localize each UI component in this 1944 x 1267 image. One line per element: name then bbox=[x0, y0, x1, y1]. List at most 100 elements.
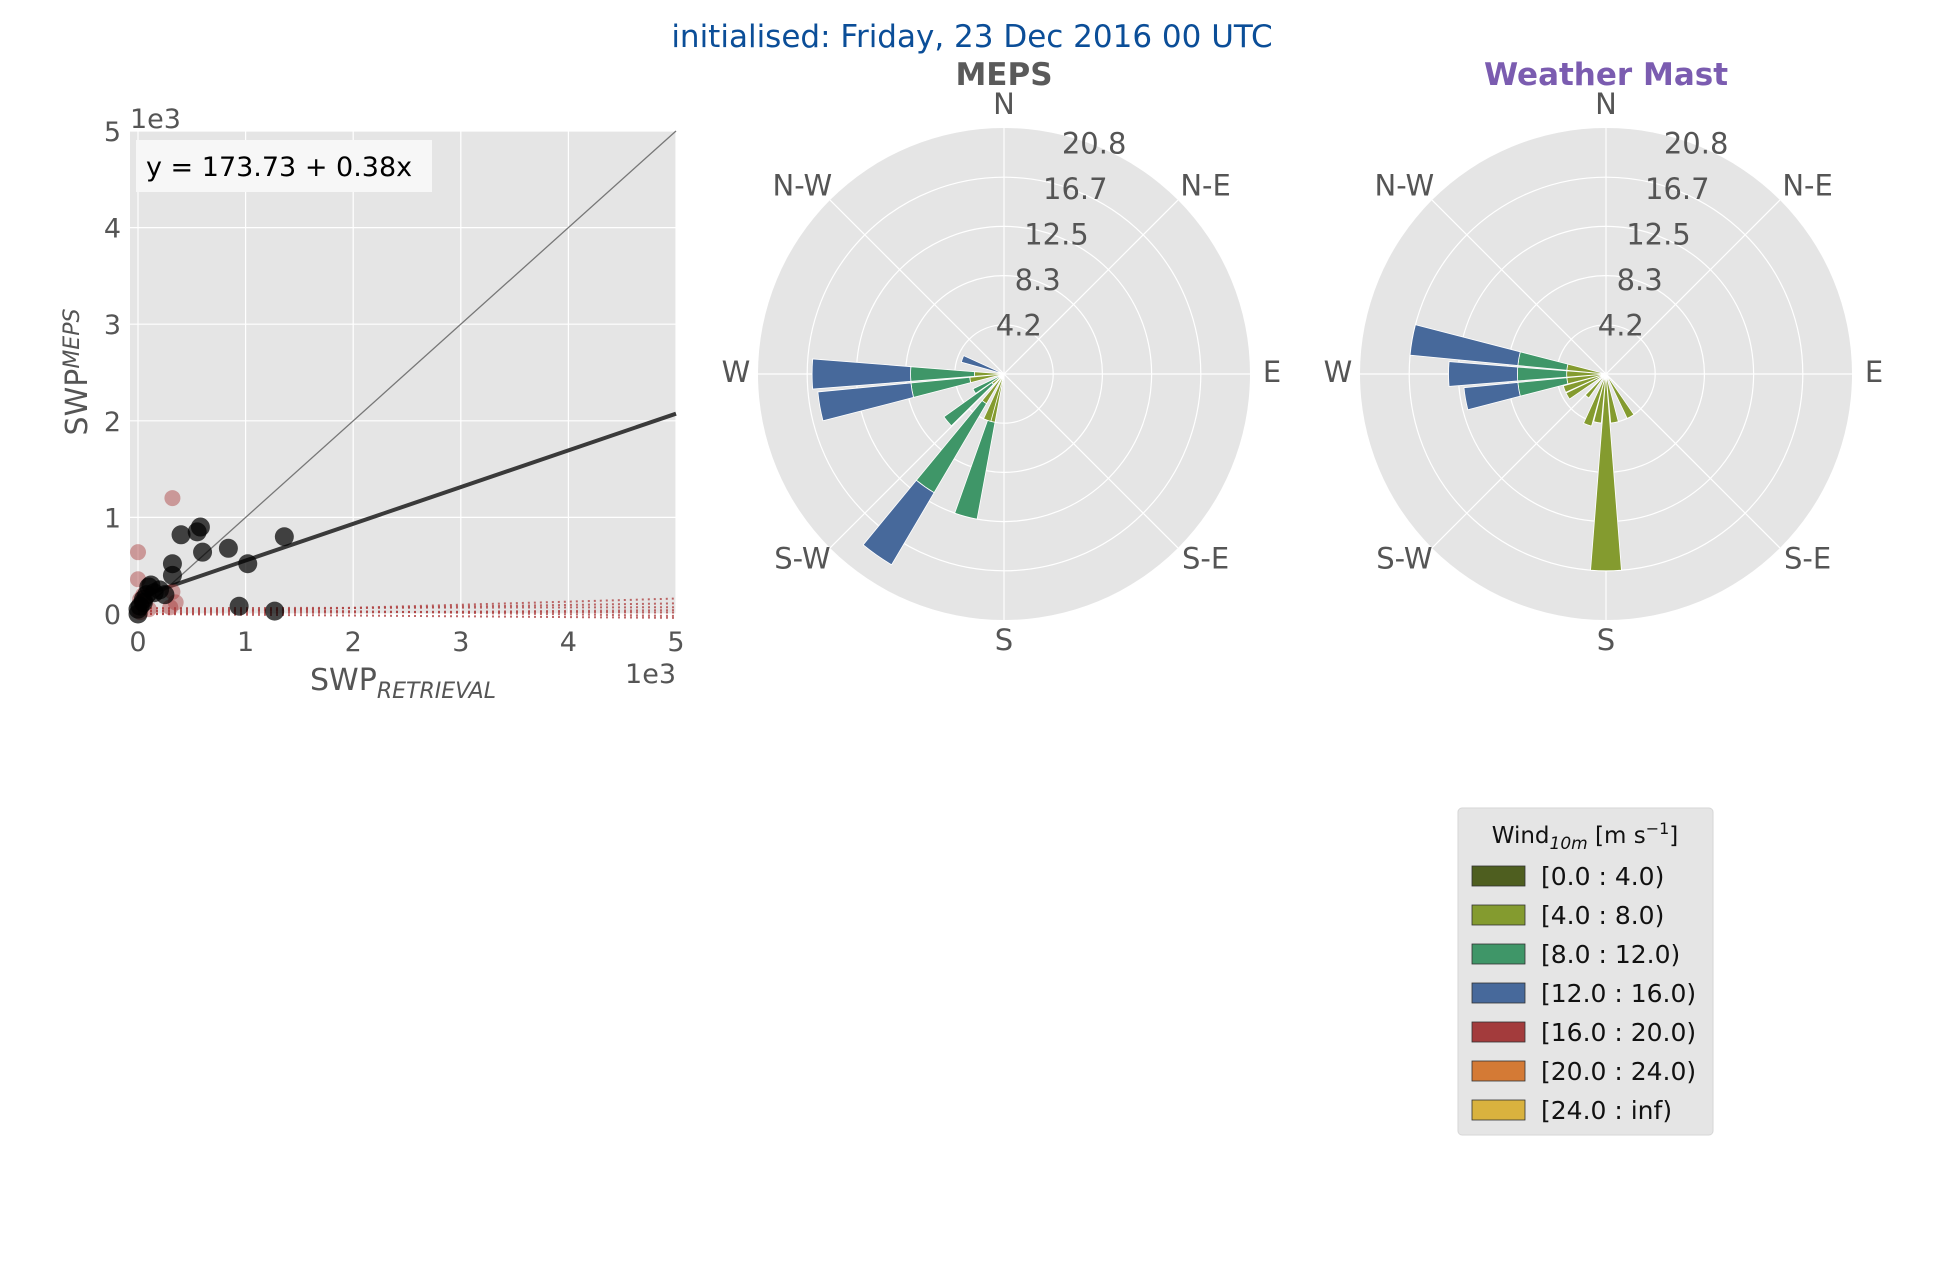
scatter-plot-area bbox=[130, 131, 676, 614]
scatter-grid bbox=[130, 130, 677, 615]
legend-swatch bbox=[1471, 904, 1526, 926]
meps-radius-label: 20.8 bbox=[1062, 127, 1127, 161]
x-tick-label: 2 bbox=[345, 627, 362, 658]
scatter-points bbox=[128, 490, 294, 624]
mast-direction-label: S bbox=[1597, 623, 1615, 657]
meps-bar-segment bbox=[817, 382, 914, 422]
regression-line bbox=[137, 411, 677, 600]
meps-radius-label: 8.3 bbox=[1015, 263, 1061, 297]
mast-spoke bbox=[1605, 373, 1781, 549]
windrose-meps: MEPS 4.2 8.3 12.5 16.7 20.8 N N-E E S-E S S-W W N-W bbox=[722, 57, 1282, 657]
mast-direction-label: N-W bbox=[1375, 168, 1435, 202]
y-tick-label: 0 bbox=[104, 600, 121, 631]
figure-title: initialised: Friday, 23 Dec 2016 00 UTC bbox=[671, 19, 1272, 55]
mast-radius-label: 20.8 bbox=[1664, 127, 1729, 161]
mast-bar-segment bbox=[1409, 324, 1521, 366]
mast-bar-segment bbox=[1583, 373, 1607, 427]
meps-spoke bbox=[1003, 373, 1179, 549]
x-tick-label: 5 bbox=[667, 627, 684, 658]
legend-swatch bbox=[1471, 982, 1526, 1004]
one-to-one-line bbox=[137, 130, 677, 615]
scatter-point-red bbox=[164, 490, 181, 507]
mast-direction-label: S-W bbox=[1376, 542, 1432, 576]
meps-direction-label: N-E bbox=[1180, 168, 1230, 202]
legend-frame bbox=[1457, 807, 1714, 1136]
legend-swatch bbox=[1471, 1099, 1526, 1121]
x-tick-label: 4 bbox=[560, 627, 577, 658]
y-offset-label: 1e3 bbox=[130, 104, 181, 135]
scatter-point bbox=[155, 585, 175, 605]
y-tick-label: 4 bbox=[104, 214, 121, 245]
mast-bar-segment bbox=[1565, 373, 1607, 400]
mast-direction-label: W bbox=[1324, 355, 1353, 389]
meps-bar-segment bbox=[960, 355, 1005, 375]
mast-spoke bbox=[1605, 199, 1781, 375]
windrose-weather-mast: Weather Mast 4.2 8.3 12.5 16.7 20.8 N N-E E S-E S… bbox=[1324, 57, 1884, 657]
mast-radius-label: 12.5 bbox=[1626, 218, 1691, 252]
mast-spoke bbox=[1431, 373, 1607, 549]
meps-direction-label: E bbox=[1263, 355, 1281, 389]
mast-radius-label: 4.2 bbox=[1598, 309, 1644, 343]
mast-bar-segment bbox=[1584, 373, 1607, 399]
scatter-point bbox=[193, 542, 213, 562]
legend-label: [8.0 : 12.0) bbox=[1541, 940, 1680, 969]
scatter-point bbox=[265, 601, 285, 621]
mast-bar-segment bbox=[1593, 373, 1607, 424]
windrose-weather-mast-title: Weather Mast bbox=[1484, 57, 1728, 93]
x-tick-label: 1 bbox=[237, 627, 254, 658]
mast-bar-segment bbox=[1562, 373, 1607, 393]
scatter-point bbox=[171, 525, 191, 545]
meps-radius-label: 16.7 bbox=[1043, 172, 1108, 206]
mast-bar-segment bbox=[1463, 382, 1521, 411]
legend-title: Wind10m [m s−1] bbox=[1492, 819, 1679, 854]
scatter-point bbox=[274, 527, 294, 547]
x-axis-label: SWPRETRIEVAL bbox=[310, 663, 496, 704]
scatter-point bbox=[229, 596, 249, 616]
meps-radius-label: 12.5 bbox=[1024, 218, 1089, 252]
scatter-y-tick-labels: 0 1 2 3 4 5 bbox=[104, 117, 121, 631]
scatter-point bbox=[128, 599, 148, 619]
mast-spoke bbox=[1431, 199, 1607, 375]
mast-bar-segment bbox=[1448, 361, 1519, 387]
meps-direction-label: N bbox=[993, 87, 1015, 121]
legend-swatch bbox=[1471, 865, 1526, 887]
mast-direction-label: E bbox=[1865, 355, 1883, 389]
mast-direction-label: S-E bbox=[1784, 542, 1831, 576]
windrose-meps-title: MEPS bbox=[955, 57, 1052, 93]
y-tick-label: 1 bbox=[104, 503, 121, 534]
x-tick-label: 0 bbox=[129, 627, 146, 658]
legend-label: [4.0 : 8.0) bbox=[1541, 901, 1664, 930]
y-tick-label: 2 bbox=[104, 407, 121, 438]
legend-swatch bbox=[1471, 1060, 1526, 1082]
legend-label: [16.0 : 20.0) bbox=[1541, 1018, 1696, 1047]
mast-bar-segment bbox=[1605, 373, 1635, 419]
meps-direction-label: S bbox=[995, 623, 1013, 657]
scatter-point-red bbox=[130, 544, 146, 561]
meps-bar-segment bbox=[972, 373, 1005, 395]
meps-bar-segment bbox=[862, 479, 935, 566]
scatter-point bbox=[238, 554, 258, 574]
equation-box bbox=[136, 140, 432, 192]
mast-bar-segment bbox=[1605, 373, 1619, 424]
scatter-reference-lines bbox=[137, 130, 677, 615]
mast-radius-label: 8.3 bbox=[1617, 263, 1663, 297]
mast-bar-segment bbox=[1590, 373, 1622, 572]
x-tick-label: 3 bbox=[452, 627, 469, 658]
legend-swatch bbox=[1471, 1021, 1526, 1043]
legend-label: [20.0 : 24.0) bbox=[1541, 1057, 1696, 1086]
meps-radius-label: 4.2 bbox=[996, 309, 1042, 343]
mast-direction-label: N bbox=[1595, 87, 1617, 121]
scatter-plot: 0 1 2 3 4 5 0 1 2 3 4 5 y = 173.73 + 0.38x 1e3 1e3… bbox=[60, 104, 685, 704]
meps-direction-label: S-E bbox=[1182, 542, 1229, 576]
legend-label: [24.0 : inf) bbox=[1541, 1096, 1672, 1125]
meps-direction-label: W bbox=[722, 355, 751, 389]
legend-label: [0.0 : 4.0) bbox=[1541, 862, 1664, 891]
mast-radius-label: 16.7 bbox=[1645, 172, 1710, 206]
y-tick-label: 5 bbox=[104, 117, 121, 148]
meps-spoke bbox=[829, 199, 1005, 375]
meps-direction-label: N-W bbox=[773, 168, 833, 202]
meps-ring bbox=[806, 176, 1202, 572]
legend-label: [12.0 : 16.0) bbox=[1541, 979, 1696, 1008]
wind-legend: Wind10m [m s−1] [0.0 : 4.0) [4.0 : 8.0) [8… bbox=[1457, 807, 1714, 1136]
